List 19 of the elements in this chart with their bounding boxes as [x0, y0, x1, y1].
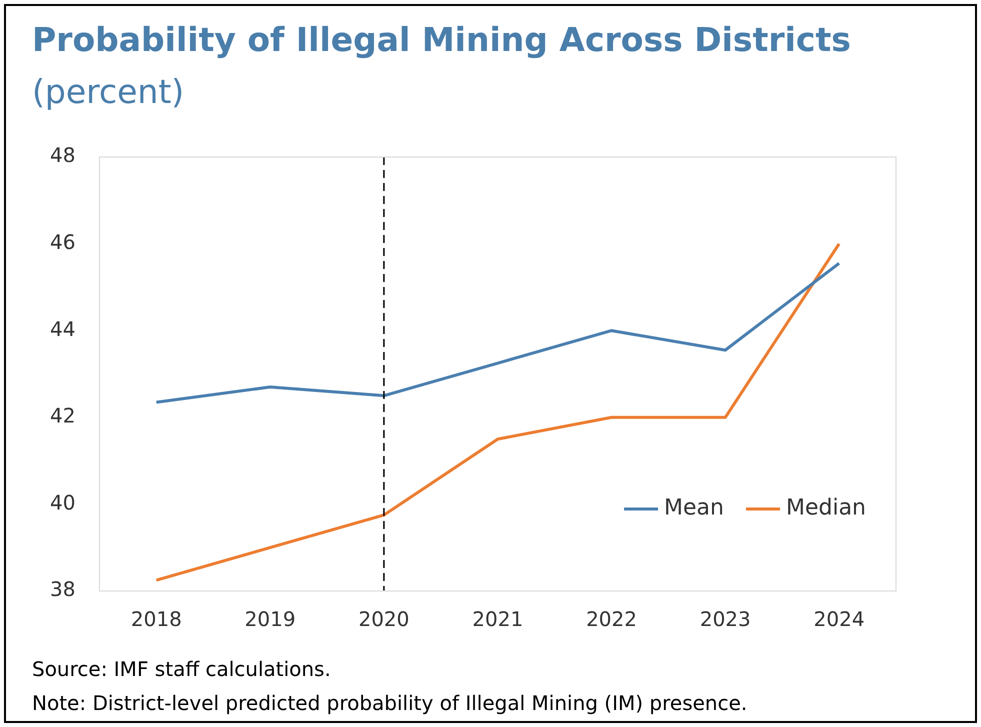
chart-title: Probability of Illegal Mining Across Districts — [32, 20, 851, 59]
y-tick-label: 38 — [50, 577, 76, 602]
x-tick-label: 2022 — [586, 607, 637, 632]
y-tick-label: 40 — [50, 490, 76, 514]
x-tick-label: 2024 — [814, 607, 865, 632]
x-tick-label: 2021 — [472, 607, 524, 632]
y-tick-label: 48 — [50, 143, 76, 168]
chart-subtitle: (percent) — [32, 72, 184, 111]
y-tick-label: 44 — [50, 316, 76, 341]
y-tick-label: 46 — [50, 230, 76, 254]
legend-label: Mean — [664, 496, 724, 521]
source-note: Source: IMF staff calculations. — [32, 656, 332, 683]
legend-label: Median — [786, 496, 866, 521]
x-tick-label: 2020 — [358, 607, 410, 632]
x-tick-label: 2019 — [244, 607, 296, 632]
x-tick-label: 2018 — [130, 607, 182, 632]
x-tick-label: 2023 — [700, 607, 751, 632]
y-tick-label: 42 — [50, 404, 76, 428]
text: Note: District-level predicted probability of Illegal Mining (IM) presence. — [32, 690, 748, 717]
